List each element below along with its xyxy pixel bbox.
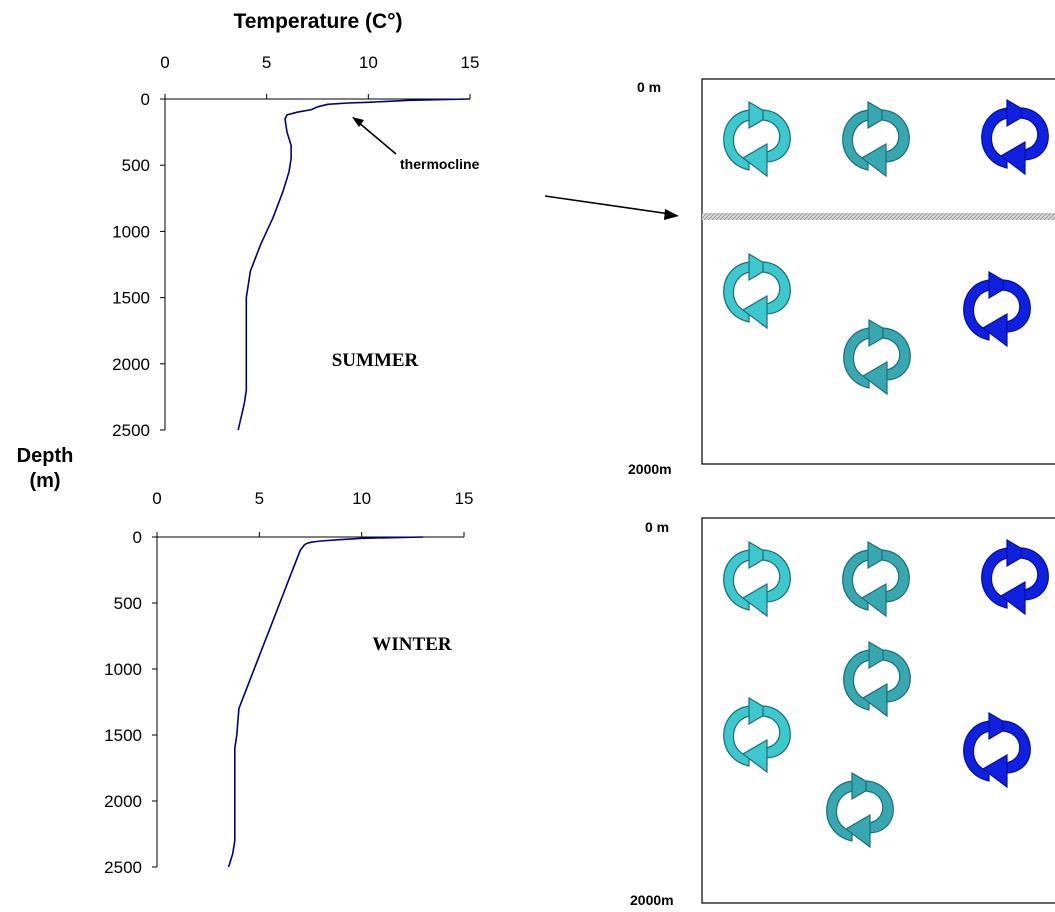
eddy-right-arrowhead <box>999 140 1026 176</box>
summer-box-top-label: 0 m <box>637 79 661 95</box>
y-tick-label: 2500 <box>104 858 142 877</box>
depth-axis-label: Depth <box>17 445 74 467</box>
x-tick-label: 0 <box>152 489 161 508</box>
eddy-left-arrowhead <box>868 640 893 670</box>
x-tick-label: 5 <box>255 489 264 508</box>
y-tick-label: 500 <box>114 594 142 613</box>
eddy-left-arc <box>963 279 992 341</box>
x-tick-label: 15 <box>461 53 480 72</box>
eddy-left-arc <box>723 261 752 323</box>
y-tick-label: 1000 <box>104 660 142 679</box>
y-tick-label: 500 <box>122 156 150 175</box>
x-tick-label: 5 <box>262 53 271 72</box>
eddy-left-arrowhead <box>851 771 876 801</box>
thermocline-connector-arrow <box>544 195 671 215</box>
winter-eddies <box>723 538 1049 849</box>
eddy-left-arc <box>723 705 752 767</box>
eddy-left-arc <box>723 109 752 171</box>
eddy-left-arc <box>842 109 871 171</box>
summer-box-bottom-label: 2000m <box>628 461 672 477</box>
summer-eddies <box>723 98 1049 396</box>
eddy-right-arrowhead <box>741 738 768 774</box>
circulation-eddy-icon <box>723 696 791 774</box>
eddy-right-arrowhead <box>999 580 1026 616</box>
circulation-eddy-icon <box>981 98 1049 176</box>
circulation-eddy-icon <box>842 540 910 618</box>
thermocline-label: thermocline <box>400 156 480 172</box>
eddy-left-arc <box>826 780 855 842</box>
y-tick-label: 1500 <box>112 289 150 308</box>
eddy-left-arrowhead <box>1006 538 1031 568</box>
thermocline-pointer-arrowhead <box>352 117 364 127</box>
eddy-left-arc <box>843 649 872 711</box>
thermocline-band <box>702 213 1055 220</box>
eddy-right-arrowhead <box>741 582 768 618</box>
x-tick-label: 10 <box>359 53 378 72</box>
eddy-left-arrowhead <box>748 100 773 130</box>
eddy-right-arrowhead <box>860 142 887 178</box>
eddy-left-arrowhead <box>867 540 892 570</box>
eddy-left-arc <box>981 547 1010 609</box>
winter-box-top-label: 0 m <box>645 519 669 535</box>
y-tick-label: 2500 <box>112 421 150 440</box>
circulation-eddy-icon <box>723 100 791 178</box>
x-tick-label: 10 <box>352 489 371 508</box>
eddy-left-arrowhead <box>748 252 773 282</box>
y-tick-label: 1500 <box>104 726 142 745</box>
eddy-right-arrowhead <box>861 682 888 718</box>
eddy-left-arc <box>842 549 871 611</box>
circulation-eddy-icon <box>843 640 911 718</box>
winter-box-bottom-label: 2000m <box>630 892 674 908</box>
thermocline-connector-arrowhead <box>664 209 679 220</box>
circulation-eddy-icon <box>843 318 911 396</box>
y-tick-label: 2000 <box>112 355 150 374</box>
x-tick-label: 0 <box>160 53 169 72</box>
eddy-right-arrowhead <box>860 582 887 618</box>
eddy-left-arrowhead <box>748 540 773 570</box>
summer-season-label: SUMMER <box>332 350 419 371</box>
eddy-left-arrowhead <box>988 711 1013 741</box>
summer-eddy-diagram: 0 m 2000m <box>628 78 1055 477</box>
thermocline-pointer-arrow <box>357 121 397 155</box>
depth-axis-unit: (m) <box>29 470 60 492</box>
eddy-right-arrowhead <box>741 142 768 178</box>
circulation-eddy-icon <box>723 252 791 330</box>
circulation-eddy-icon <box>826 771 894 849</box>
winter-eddy-diagram: 0 m 2000m <box>630 517 1055 908</box>
x-tick-label: 15 <box>455 489 474 508</box>
winter-temperature-chart: 0 5 10 15 0 500 1000 1500 2000 2500 WINTER <box>104 489 473 877</box>
circulation-eddy-icon <box>981 538 1049 616</box>
eddy-left-arc <box>843 327 872 389</box>
eddy-left-arrowhead <box>1006 98 1031 128</box>
eddy-left-arc <box>723 549 752 611</box>
winter-temperature-profile-line <box>227 536 424 868</box>
circulation-eddy-icon <box>963 711 1031 789</box>
eddy-left-arrowhead <box>867 100 892 130</box>
y-tick-label: 0 <box>141 90 150 109</box>
eddy-right-arrowhead <box>741 294 768 330</box>
eddy-right-arrowhead <box>981 312 1008 348</box>
circulation-eddy-icon <box>963 270 1031 348</box>
summer-temperature-profile-line <box>237 98 471 431</box>
circulation-eddy-icon <box>723 540 791 618</box>
y-tick-label: 0 <box>133 528 142 547</box>
eddy-left-arrowhead <box>748 696 773 726</box>
temperature-axis-title: Temperature (C°) <box>233 10 402 33</box>
circulation-eddy-icon <box>842 100 910 178</box>
eddy-left-arrowhead <box>988 270 1013 300</box>
eddy-left-arc <box>981 107 1010 169</box>
winter-season-label: WINTER <box>372 634 451 655</box>
eddy-right-arrowhead <box>844 813 871 849</box>
eddy-left-arc <box>963 720 992 782</box>
y-tick-label: 2000 <box>104 792 142 811</box>
summer-temperature-chart: 0 5 10 15 0 500 1000 1500 2000 2500 SUMMER <box>112 53 479 440</box>
y-tick-label: 1000 <box>112 222 150 241</box>
eddy-left-arrowhead <box>868 318 893 348</box>
eddy-right-arrowhead <box>861 360 888 396</box>
eddy-right-arrowhead <box>981 753 1008 789</box>
